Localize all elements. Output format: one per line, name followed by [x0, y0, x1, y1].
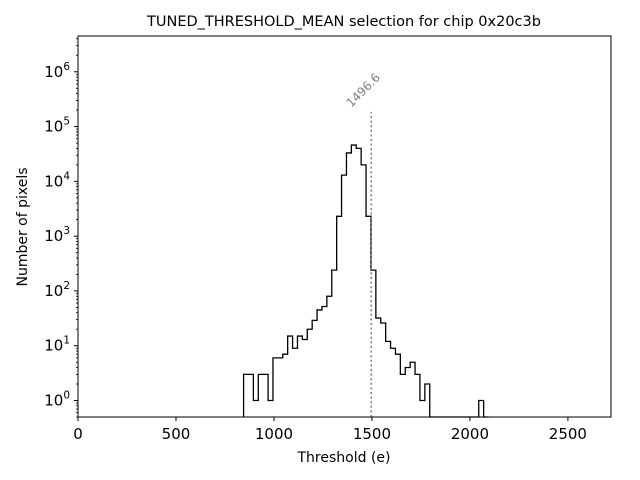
y-tick-label: 102: [44, 280, 70, 300]
y-tick-label: 100: [44, 390, 70, 410]
y-tick-label: 103: [44, 225, 70, 245]
y-tick-label: 104: [44, 170, 70, 190]
plot-frame: [77, 35, 612, 418]
x-axis-ticks: 0 500 1000 1500 2000 2500: [73, 417, 587, 443]
y-tick-label: 101: [44, 335, 70, 355]
y-tick-label: 106: [44, 61, 70, 81]
x-tick-label: 2500: [549, 425, 587, 443]
chart-title: TUNED_THRESHOLD_MEAN selection for chip …: [146, 14, 541, 30]
x-tick-label: 0: [73, 425, 83, 443]
mean-threshold-label: 1496.6: [343, 70, 383, 110]
y-axis-label: Number of pixels: [15, 167, 31, 286]
x-tick-label: 2000: [451, 425, 489, 443]
histogram-step-line: [242, 144, 489, 418]
x-axis-label: Threshold (e): [297, 450, 391, 466]
x-tick-label: 1000: [255, 425, 293, 443]
x-tick-label: 1500: [353, 425, 391, 443]
y-tick-label: 105: [44, 116, 70, 136]
x-tick-label: 500: [162, 425, 191, 443]
y-axis-ticks: 100 101 102 103 104 105 106: [44, 38, 78, 418]
plot-area: 1496.6: [242, 70, 489, 418]
